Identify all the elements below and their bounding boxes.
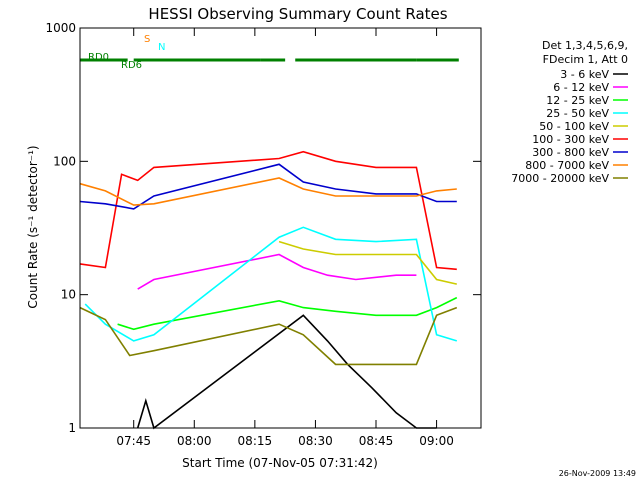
legend-entry-label: 800 - 7000 keV xyxy=(525,159,609,172)
y-tick-label: 1 xyxy=(68,421,76,435)
timestamp-stamp: 26-Nov-2009 13:49 xyxy=(559,469,636,478)
x-tick-label: 09:00 xyxy=(419,434,454,448)
x-axis-title: Start Time (07-Nov-05 07:31:42) xyxy=(182,456,378,470)
y-tick-label: 1000 xyxy=(45,21,76,35)
x-tick-label: 08:15 xyxy=(238,434,273,448)
series-line xyxy=(79,177,457,206)
series-line xyxy=(117,296,458,331)
y-tick-label: 10 xyxy=(61,288,76,302)
legend: Det 1,3,4,5,6,9, FDecim 1, Att 0 3 - 6 k… xyxy=(511,39,628,185)
plot-area: RD0 RD6 SN xyxy=(79,34,459,430)
chart-title: HESSI Observing Summary Count Rates xyxy=(148,5,447,23)
series-line xyxy=(278,240,457,285)
annotation-label: RD6 xyxy=(121,60,142,71)
y-tick-label: 100 xyxy=(53,154,76,168)
legend-entry-label: 100 - 300 keV xyxy=(532,133,609,146)
plot-frame xyxy=(79,27,482,429)
series-line xyxy=(136,314,437,430)
x-tick-label: 08:45 xyxy=(359,434,394,448)
legend-header-line-1: Det 1,3,4,5,6,9, xyxy=(542,39,628,52)
axes: 07:45 08:00 08:15 08:30 08:45 09:00 1 10 100 1000 xyxy=(45,21,482,448)
x-tick-label: 08:30 xyxy=(298,434,333,448)
legend-entry-label: 25 - 50 keV xyxy=(546,107,609,120)
legend-entry-label: 300 - 800 keV xyxy=(532,146,609,159)
legend-header-line-2: FDecim 1, Att 0 xyxy=(543,53,628,66)
legend-entry-label: 3 - 6 keV xyxy=(560,68,609,81)
series-line xyxy=(79,306,458,366)
series-line xyxy=(79,150,457,271)
annotation-label: RD0 xyxy=(88,52,109,63)
legend-entry-label: 7000 - 20000 keV xyxy=(511,172,609,185)
series-line xyxy=(84,226,458,342)
legend-entry-label: 50 - 100 keV xyxy=(539,120,609,133)
x-tick-label: 08:00 xyxy=(177,434,212,448)
annotation-label: S xyxy=(144,34,150,45)
series-line xyxy=(79,163,457,210)
x-tick-label: 07:45 xyxy=(116,434,151,448)
y-axis-title: Count Rate (s⁻¹ detector⁻¹) xyxy=(26,145,40,308)
legend-entry-label: 6 - 12 keV xyxy=(553,81,609,94)
series-line xyxy=(137,253,417,290)
legend-entry-label: 12 - 25 keV xyxy=(546,94,609,107)
annotation-label: N xyxy=(158,42,165,53)
